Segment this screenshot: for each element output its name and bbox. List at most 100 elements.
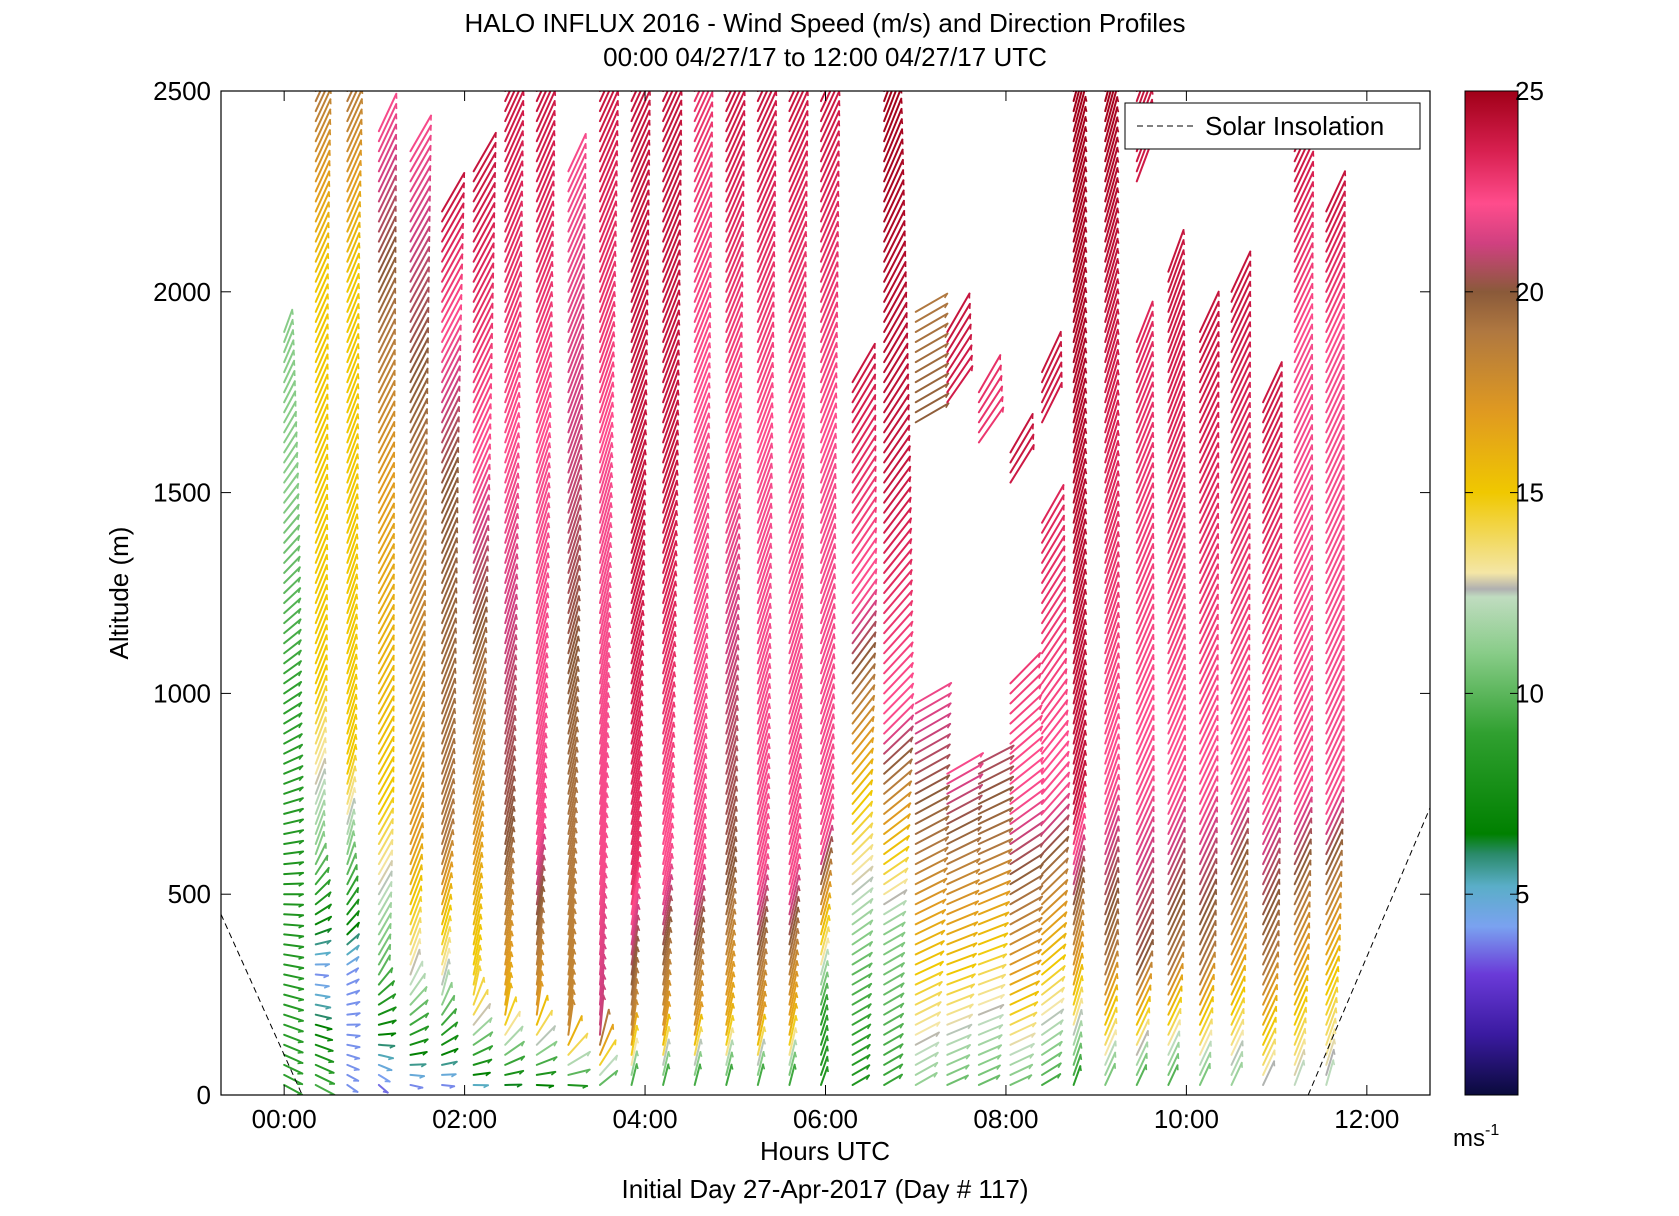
wind-arrow-shaft (567, 383, 584, 424)
wind-arrow-head (1151, 311, 1155, 317)
wind-arrow-head (707, 503, 710, 509)
wind-arrow-shaft (346, 139, 363, 173)
wind-arrow-shaft (346, 830, 355, 856)
wind-arrow-head (909, 508, 912, 514)
wind-arrow-shaft (377, 308, 397, 343)
wind-arrow-head (1083, 835, 1086, 841)
wind-arrow-shaft (567, 716, 579, 755)
wind-arrow-head (738, 544, 741, 550)
wind-arrow-shaft (504, 533, 519, 574)
wind-arrow-head (1084, 177, 1088, 183)
wind-arrow-head (603, 934, 607, 940)
wind-arrow-shaft (535, 281, 553, 323)
wind-arrow-head (297, 629, 302, 635)
wind-arrow-head (581, 344, 585, 350)
wind-arrow-shaft (314, 927, 332, 936)
wind-arrow-shaft (1041, 524, 1066, 564)
wind-arrow-shaft (598, 913, 606, 956)
wind-arrow-head (323, 985, 330, 989)
wind-arrow-shaft (409, 885, 423, 916)
wind-arrow-head (772, 292, 775, 298)
wind-arrow-shaft (535, 865, 545, 906)
wind-arrow-shaft (314, 343, 329, 374)
wind-arrow-head (449, 894, 453, 900)
wind-arrow-head (702, 917, 706, 923)
wind-arrow-head (1117, 410, 1120, 416)
wind-arrow-shaft (567, 888, 576, 926)
wind-arrow-shaft (535, 120, 556, 163)
wind-arrow-head (576, 717, 580, 723)
wind-arrow-shaft (346, 523, 359, 554)
wind-arrow-shaft (472, 565, 489, 605)
wind-arrow-shaft (662, 249, 681, 293)
wind-arrow-head (298, 797, 304, 803)
wind-arrow-shaft (1104, 815, 1120, 856)
wind-arrow-head (1117, 77, 1118, 82)
wind-arrow-shaft (567, 1050, 591, 1066)
wind-arrow-shaft (504, 603, 518, 645)
wind-arrow-shaft (598, 872, 607, 916)
wind-arrow-shaft (1009, 1042, 1035, 1056)
wind-arrow-shaft (346, 875, 359, 896)
wind-arrow-head (1084, 217, 1088, 223)
wind-arrow-shaft (693, 948, 704, 986)
wind-arrow-head (387, 1057, 394, 1061)
wind-arrow-head (489, 1031, 493, 1038)
wind-arrow-shaft (693, 101, 714, 143)
wind-arrow-head (419, 1075, 425, 1079)
wind-arrow-shaft (283, 1023, 304, 1033)
wind-arrow-head (676, 430, 680, 436)
wind-arrow-shaft (567, 938, 576, 976)
wind-arrow-shaft (346, 933, 360, 946)
wind-arrow-shaft (283, 933, 305, 938)
wind-arrow-shaft (504, 785, 515, 825)
wind-arrow-shaft (914, 372, 950, 394)
wind-arrow-shaft (977, 744, 1015, 765)
wind-arrow-shaft (598, 802, 608, 845)
wind-arrow-head (676, 420, 680, 426)
wind-arrow-shaft (283, 421, 298, 444)
wind-arrow-head (705, 713, 708, 720)
wind-arrow-shaft (535, 271, 554, 313)
wind-arrow-shaft (598, 99, 619, 143)
wind-arrow-head (1084, 640, 1088, 646)
wind-arrow-shaft (283, 400, 297, 424)
wind-arrow-head (419, 928, 422, 934)
wind-arrow-shaft (630, 978, 638, 1016)
wind-arrow-shaft (441, 798, 455, 835)
wind-arrow-head (613, 271, 617, 277)
wind-arrow-shaft (630, 914, 639, 956)
wind-arrow-shaft (693, 1013, 703, 1046)
wind-arrow-head (671, 803, 675, 809)
wind-arrow-head (769, 623, 772, 629)
wind-arrow-head (1115, 996, 1118, 1002)
wind-arrow-head (733, 940, 737, 947)
wind-arrow-shaft (441, 344, 462, 384)
wind-arrow-head (549, 372, 553, 378)
wind-arrow-shaft (472, 790, 484, 825)
wind-arrow-head (355, 654, 358, 660)
wind-arrow-head (1066, 731, 1069, 737)
wind-arrow-shaft (567, 565, 581, 605)
wind-arrow-head (1117, 816, 1121, 822)
wind-arrow-shaft (662, 269, 681, 313)
wind-arrow-shaft (409, 874, 423, 906)
wind-arrow-shaft (1135, 857, 1155, 896)
wind-arrow-head (452, 1061, 458, 1066)
wind-arrow-shaft (535, 682, 548, 725)
wind-arrow-head (669, 938, 673, 944)
wind-arrow-shaft (977, 1003, 1005, 1016)
wind-arrow-head (454, 678, 457, 684)
wind-arrow-head (647, 220, 650, 226)
wind-arrow-shaft (409, 690, 425, 725)
wind-arrow-head (509, 983, 514, 989)
wind-arrow-shaft (441, 426, 460, 464)
wind-arrow-shaft (1041, 617, 1067, 655)
wind-arrow-head (298, 660, 302, 667)
wind-arrow-head (550, 322, 553, 328)
wind-arrow-shaft (472, 403, 492, 444)
wind-arrow-head (676, 460, 679, 466)
wind-arrow-head (547, 563, 550, 569)
wind-arrow-head (1081, 942, 1085, 948)
wind-arrow-shaft (409, 843, 424, 876)
